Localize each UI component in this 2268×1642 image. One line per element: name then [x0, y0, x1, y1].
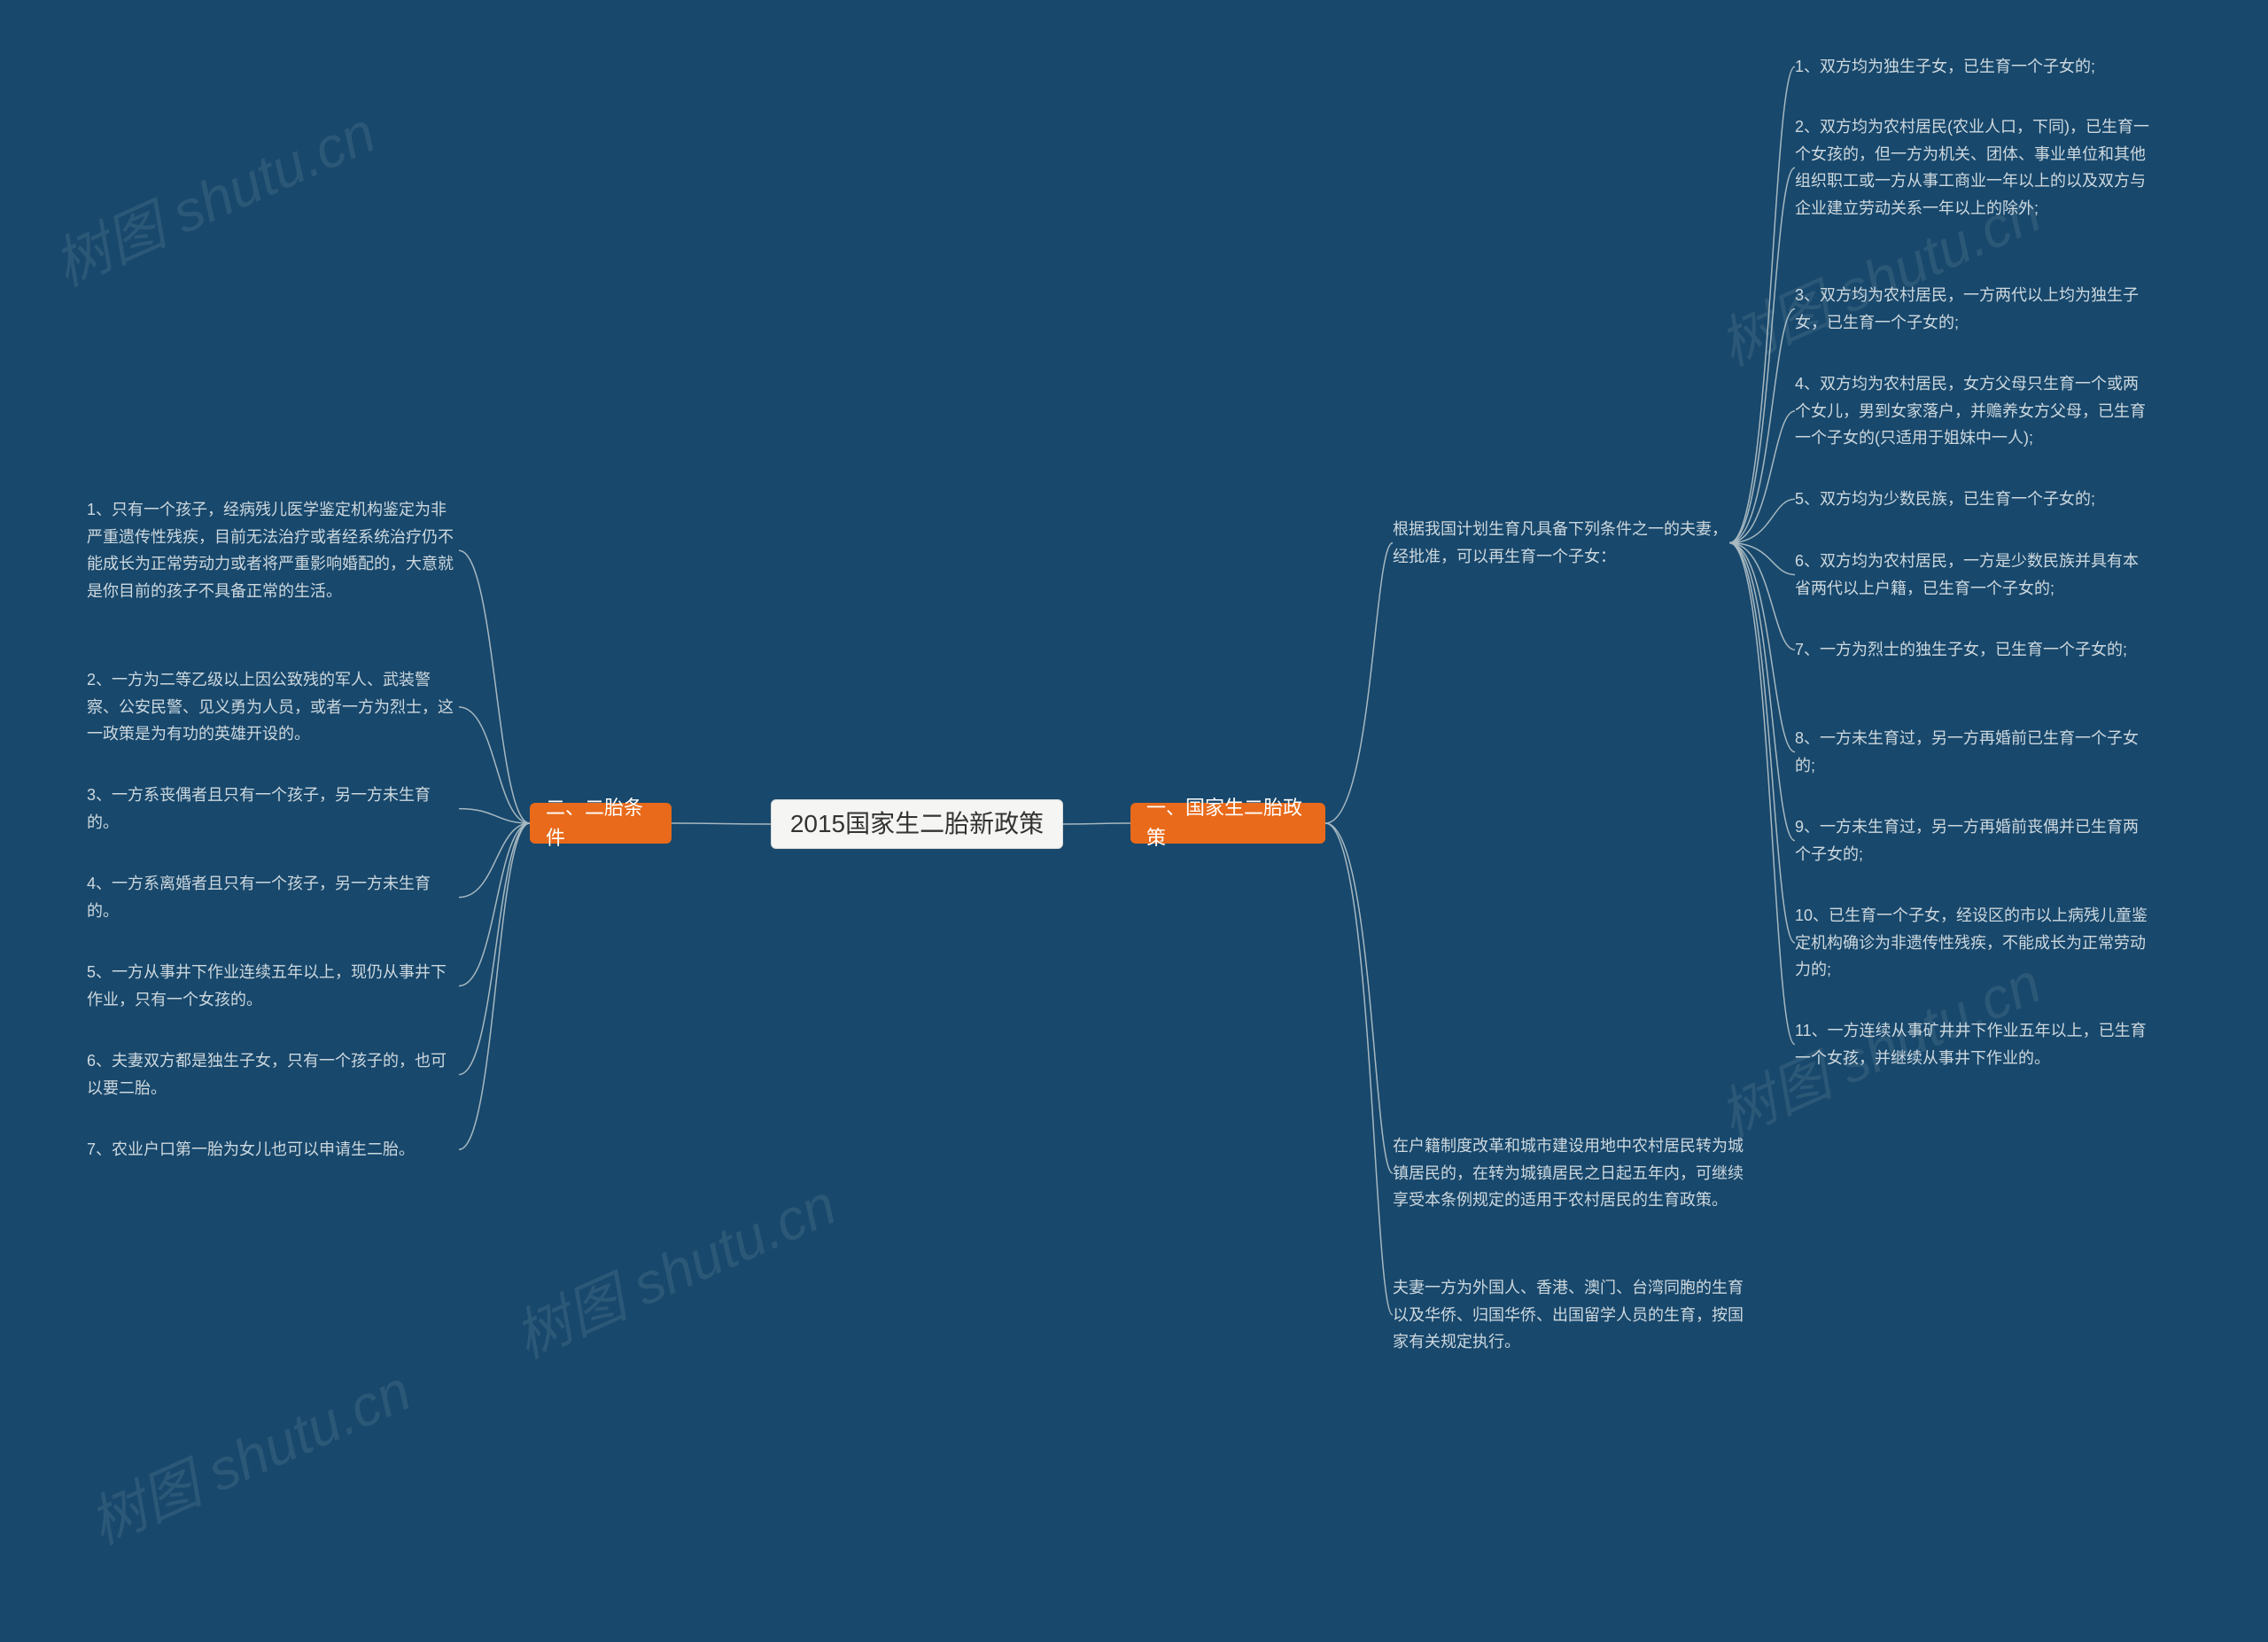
leaf-label: 9、一方未生育过，另一方再婚前丧偶并已生育两个子女的; — [1795, 818, 2139, 863]
leaf-node-b1c1-11[interactable]: 11、一方连续从事矿井井下作业五年以上，已生育一个女孩，并继续从事井下作业的。 — [1795, 1017, 2149, 1071]
leaf-label: 10、已生育一个子女，经设区的市以上病残儿童鉴定机构确诊为非遗传性残疾，不能成长… — [1795, 907, 2148, 978]
leaf-node-b1c1-2[interactable]: 2、双方均为农村居民(农业人口，下同)，已生育一个女孩的，但一方为机关、团体、事… — [1795, 113, 2149, 222]
leaf-label: 11、一方连续从事矿井井下作业五年以上，已生育一个女孩，并继续从事井下作业的。 — [1795, 1022, 2147, 1067]
leaf-label: 4、双方均为农村居民，女方父母只生育一个或两个女儿，男到女家落户，并赡养女方父母… — [1795, 375, 2146, 447]
root-label: 2015国家生二胎新政策 — [790, 805, 1044, 843]
branch-node-b2[interactable]: 二、二胎条件 — [530, 803, 672, 844]
leaf-node-b1c2[interactable]: 在户籍制度改革和城市建设用地中农村居民转为城镇居民的，在转为城镇居民之日起五年内… — [1393, 1132, 1747, 1214]
leaf-node-b2-1[interactable]: 1、只有一个孩子，经病残儿医学鉴定机构鉴定为非严重遗传性残疾，目前无法治疗或者经… — [87, 496, 459, 604]
leaf-node-b1c1-7[interactable]: 7、一方为烈士的独生子女，已生育一个子女的; — [1795, 636, 2149, 664]
branch-label: 二、二胎条件 — [546, 793, 656, 853]
leaf-node-b2-7[interactable]: 7、农业户口第一胎为女儿也可以申请生二胎。 — [87, 1136, 459, 1163]
leaf-label: 7、农业户口第一胎为女儿也可以申请生二胎。 — [87, 1140, 415, 1158]
leaf-node-b1c1-5[interactable]: 5、双方均为少数民族，已生育一个子女的; — [1795, 486, 2149, 513]
leaf-node-b1c1-1[interactable]: 1、双方均为独生子女，已生育一个子女的; — [1795, 53, 2149, 81]
leaf-node-b1c1-8[interactable]: 8、一方未生育过，另一方再婚前已生育一个子女的; — [1795, 725, 2149, 779]
leaf-label: 7、一方为烈士的独生子女，已生育一个子女的; — [1795, 641, 2127, 658]
leaf-label: 在户籍制度改革和城市建设用地中农村居民转为城镇居民的，在转为城镇居民之日起五年内… — [1393, 1137, 1744, 1209]
leaf-node-b2-2[interactable]: 2、一方为二等乙级以上因公致残的军人、武装警察、公安民警、见义勇为人员，或者一方… — [87, 666, 459, 748]
leaf-node-b1c3[interactable]: 夫妻一方为外国人、香港、澳门、台湾同胞的生育以及华侨、归国华侨、出国留学人员的生… — [1393, 1274, 1747, 1356]
branch-label: 一、国家生二胎政策 — [1146, 793, 1309, 853]
leaf-label: 3、双方均为农村居民，一方两代以上均为独生子女，已生育一个子女的; — [1795, 286, 2139, 331]
leaf-node-b1c1-10[interactable]: 10、已生育一个子女，经设区的市以上病残儿童鉴定机构确诊为非遗传性残疾，不能成长… — [1795, 902, 2149, 984]
leaf-label: 6、双方均为农村居民，一方是少数民族并具有本省两代以上户籍，已生育一个子女的; — [1795, 552, 2139, 597]
leaf-label: 8、一方未生育过，另一方再婚前已生育一个子女的; — [1795, 729, 2139, 774]
root-node[interactable]: 2015国家生二胎新政策 — [771, 799, 1063, 849]
leaf-node-b2-6[interactable]: 6、夫妻双方都是独生子女，只有一个孩子的，也可以要二胎。 — [87, 1047, 459, 1101]
leaf-label: 6、夫妻双方都是独生子女，只有一个孩子的，也可以要二胎。 — [87, 1052, 447, 1097]
leaf-node-b1c1-9[interactable]: 9、一方未生育过，另一方再婚前丧偶并已生育两个子女的; — [1795, 813, 2149, 868]
leaf-label: 2、双方均为农村居民(农业人口，下同)，已生育一个女孩的，但一方为机关、团体、事… — [1795, 118, 2149, 217]
leaf-node-b1c1[interactable]: 根据我国计划生育凡具备下列条件之一的夫妻，经批准，可以再生育一个子女： — [1393, 516, 1729, 570]
leaf-node-b1c1-3[interactable]: 3、双方均为农村居民，一方两代以上均为独生子女，已生育一个子女的; — [1795, 282, 2149, 336]
leaf-label: 4、一方系离婚者且只有一个孩子，另一方未生育的。 — [87, 875, 431, 920]
leaf-node-b2-5[interactable]: 5、一方从事井下作业连续五年以上，现仍从事井下作业，只有一个女孩的。 — [87, 959, 459, 1013]
leaf-label: 5、一方从事井下作业连续五年以上，现仍从事井下作业，只有一个女孩的。 — [87, 963, 447, 1008]
leaf-node-b1c1-6[interactable]: 6、双方均为农村居民，一方是少数民族并具有本省两代以上户籍，已生育一个子女的; — [1795, 548, 2149, 602]
leaf-label: 夫妻一方为外国人、香港、澳门、台湾同胞的生育以及华侨、归国华侨、出国留学人员的生… — [1393, 1279, 1744, 1350]
leaf-label: 1、双方均为独生子女，已生育一个子女的; — [1795, 58, 2095, 75]
leaf-label: 3、一方系丧偶者且只有一个孩子，另一方未生育的。 — [87, 786, 431, 831]
leaf-label: 根据我国计划生育凡具备下列条件之一的夫妻，经批准，可以再生育一个子女： — [1393, 520, 1728, 565]
leaf-label: 2、一方为二等乙级以上因公致残的军人、武装警察、公安民警、见义勇为人员，或者一方… — [87, 671, 454, 743]
branch-node-b1[interactable]: 一、国家生二胎政策 — [1130, 803, 1325, 844]
leaf-node-b1c1-4[interactable]: 4、双方均为农村居民，女方父母只生育一个或两个女儿，男到女家落户，并赡养女方父母… — [1795, 370, 2149, 452]
leaf-node-b2-3[interactable]: 3、一方系丧偶者且只有一个孩子，另一方未生育的。 — [87, 782, 459, 836]
leaf-node-b2-4[interactable]: 4、一方系离婚者且只有一个孩子，另一方未生育的。 — [87, 870, 459, 924]
leaf-label: 5、双方均为少数民族，已生育一个子女的; — [1795, 490, 2095, 508]
leaf-label: 1、只有一个孩子，经病残儿医学鉴定机构鉴定为非严重遗传性残疾，目前无法治疗或者经… — [87, 501, 454, 600]
